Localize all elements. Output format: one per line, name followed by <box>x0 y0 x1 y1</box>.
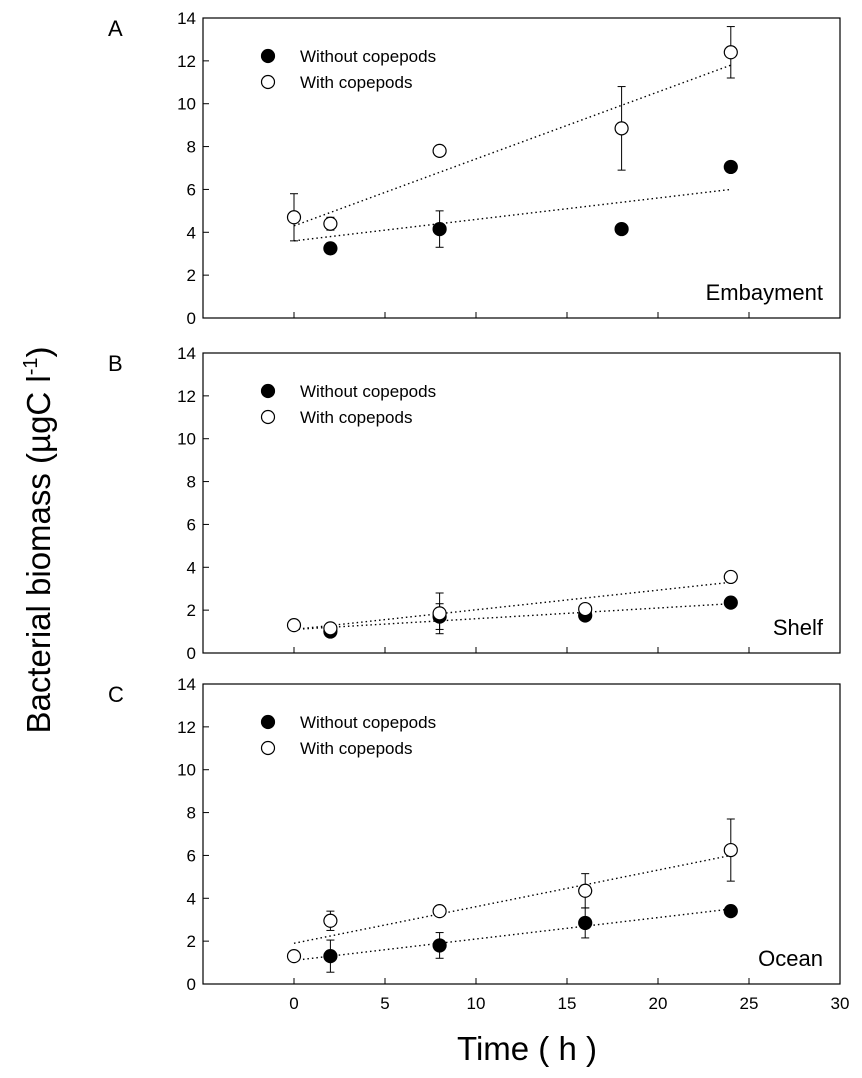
panel-a-ytick-label: 8 <box>187 138 196 157</box>
panel-c-xtick-label: 25 <box>740 994 759 1013</box>
panel-a-point-with <box>286 210 302 225</box>
panel-a-ytick-label: 10 <box>177 95 196 114</box>
panel-a-legend-marker-with <box>260 74 276 90</box>
panel-c-ytick-label: 14 <box>177 675 196 694</box>
panel-c-point-with <box>432 904 447 919</box>
panel-c-trendline-with <box>293 854 731 944</box>
panel-b-location-label: Shelf <box>773 615 824 640</box>
panel-c-ytick-label: 8 <box>187 804 196 823</box>
panel-c-ytick-label: 4 <box>187 889 196 908</box>
panel-b-letter: B <box>108 351 123 376</box>
panel-a-ytick-label: 6 <box>187 180 196 199</box>
panel-b: B 0 2 4 6 8 10 12 14 Without copepods With copepod… <box>108 344 841 663</box>
panel-a: A 0 2 4 6 8 10 12 14 Without copepods With copepod… <box>108 9 841 328</box>
panel-a-ytick-label: 14 <box>177 9 196 28</box>
panel-c-legend-label: With copepods <box>300 739 412 758</box>
panel-a-point-without <box>432 221 447 237</box>
panel-c-point-without <box>723 904 738 919</box>
panel-b-legend-marker-without <box>260 383 276 399</box>
panel-a-trendline-with <box>293 64 732 227</box>
panel-b-trendline-without <box>293 603 731 631</box>
panel-b-ytick-label: 2 <box>187 601 196 620</box>
panel-c-xtick-label: 0 <box>289 994 298 1013</box>
panel-b-ytick-label: 0 <box>187 644 196 663</box>
panel-a-point-with <box>723 45 738 60</box>
panel-b-ytick-label: 6 <box>187 515 196 534</box>
panel-b-point-without <box>723 595 738 610</box>
panel-b-point-with <box>286 618 302 633</box>
panel-a-point-with <box>614 121 629 136</box>
panel-c-point-with <box>723 842 738 858</box>
panel-b-legend-label: With copepods <box>300 408 412 427</box>
panel-c-legend-marker-with <box>260 740 276 756</box>
panel-b-legend-marker-with <box>260 409 276 425</box>
panel-b-point-with <box>723 569 738 585</box>
panel-c-ytick-label: 0 <box>187 975 196 994</box>
panel-c-ytick-label: 2 <box>187 932 196 951</box>
panel-c-point-without <box>432 938 447 953</box>
panel-b-ytick-label: 10 <box>177 430 196 449</box>
panel-b-point-with <box>323 621 338 636</box>
panel-c-location-label: Ocean <box>758 946 823 971</box>
panel-c-xtick-label: 15 <box>558 994 577 1013</box>
panel-c-letter: C <box>108 682 124 707</box>
panel-c-point-without <box>323 949 338 964</box>
panel-a-letter: A <box>108 16 123 41</box>
panel-a-ytick-label: 4 <box>187 223 196 242</box>
y-axis-label: Bacterial biomass (µgC l-1) <box>20 346 57 733</box>
panel-c-ytick-label: 10 <box>177 761 196 780</box>
panel-a-ytick-label: 2 <box>187 266 196 285</box>
panel-b-trendline-with <box>293 581 731 631</box>
panel-c-ytick-label: 6 <box>187 846 196 865</box>
panel-c-point-with <box>323 913 338 928</box>
panel-a-legend-label: Without copepods <box>300 47 436 66</box>
panel-a-trendline-without <box>293 188 731 242</box>
panel-c-trendline-without <box>293 908 731 962</box>
panel-a-legend-label: With copepods <box>300 73 412 92</box>
panel-b-point-with <box>578 601 593 617</box>
panel-c-point-without <box>578 915 593 931</box>
panel-c-xtick-label: 20 <box>649 994 668 1013</box>
panel-b-legend-label: Without copepods <box>300 382 436 401</box>
panel-c-point-with <box>286 949 302 964</box>
panel-b-ytick-label: 8 <box>187 473 196 492</box>
panel-c-xtick-label: 10 <box>467 994 486 1013</box>
x-axis-label: Time ( h ) <box>457 1030 597 1067</box>
panel-a-ytick-label: 12 <box>177 52 196 71</box>
panel-c-point-with <box>578 883 593 898</box>
panel-c-xtick-label: 5 <box>380 994 389 1013</box>
panel-c-legend-label: Without copepods <box>300 713 436 732</box>
chart-panels: A 0 2 4 6 8 10 12 14 Without copepods With copepod… <box>108 9 849 1013</box>
panel-a-point-without <box>723 159 738 175</box>
panel-b-point-with <box>432 606 447 621</box>
panel-c: C 0 2 4 6 8 10 12 14 0 5 10 15 20 25 30 Without copepods… <box>108 675 849 1013</box>
panel-b-plot-frame <box>202 352 841 654</box>
panel-a-location-label: Embayment <box>706 280 823 305</box>
panel-a-point-with <box>323 216 338 231</box>
panel-a-point-without <box>614 221 629 237</box>
panel-a-point-with <box>432 143 447 158</box>
panel-c-plot-frame <box>202 683 841 985</box>
panel-c-legend-marker-without <box>260 714 276 730</box>
panel-a-point-without <box>323 241 338 256</box>
panel-c-xtick-label: 30 <box>831 994 850 1013</box>
panel-b-ytick-label: 12 <box>177 387 196 406</box>
panel-a-legend-marker-without <box>260 48 276 64</box>
panel-b-ytick-label: 14 <box>177 344 196 363</box>
panel-a-ytick-label: 0 <box>187 309 196 328</box>
panel-c-ytick-label: 12 <box>177 718 196 737</box>
panel-a-plot-frame <box>202 17 841 319</box>
panel-b-ytick-label: 4 <box>187 558 196 577</box>
